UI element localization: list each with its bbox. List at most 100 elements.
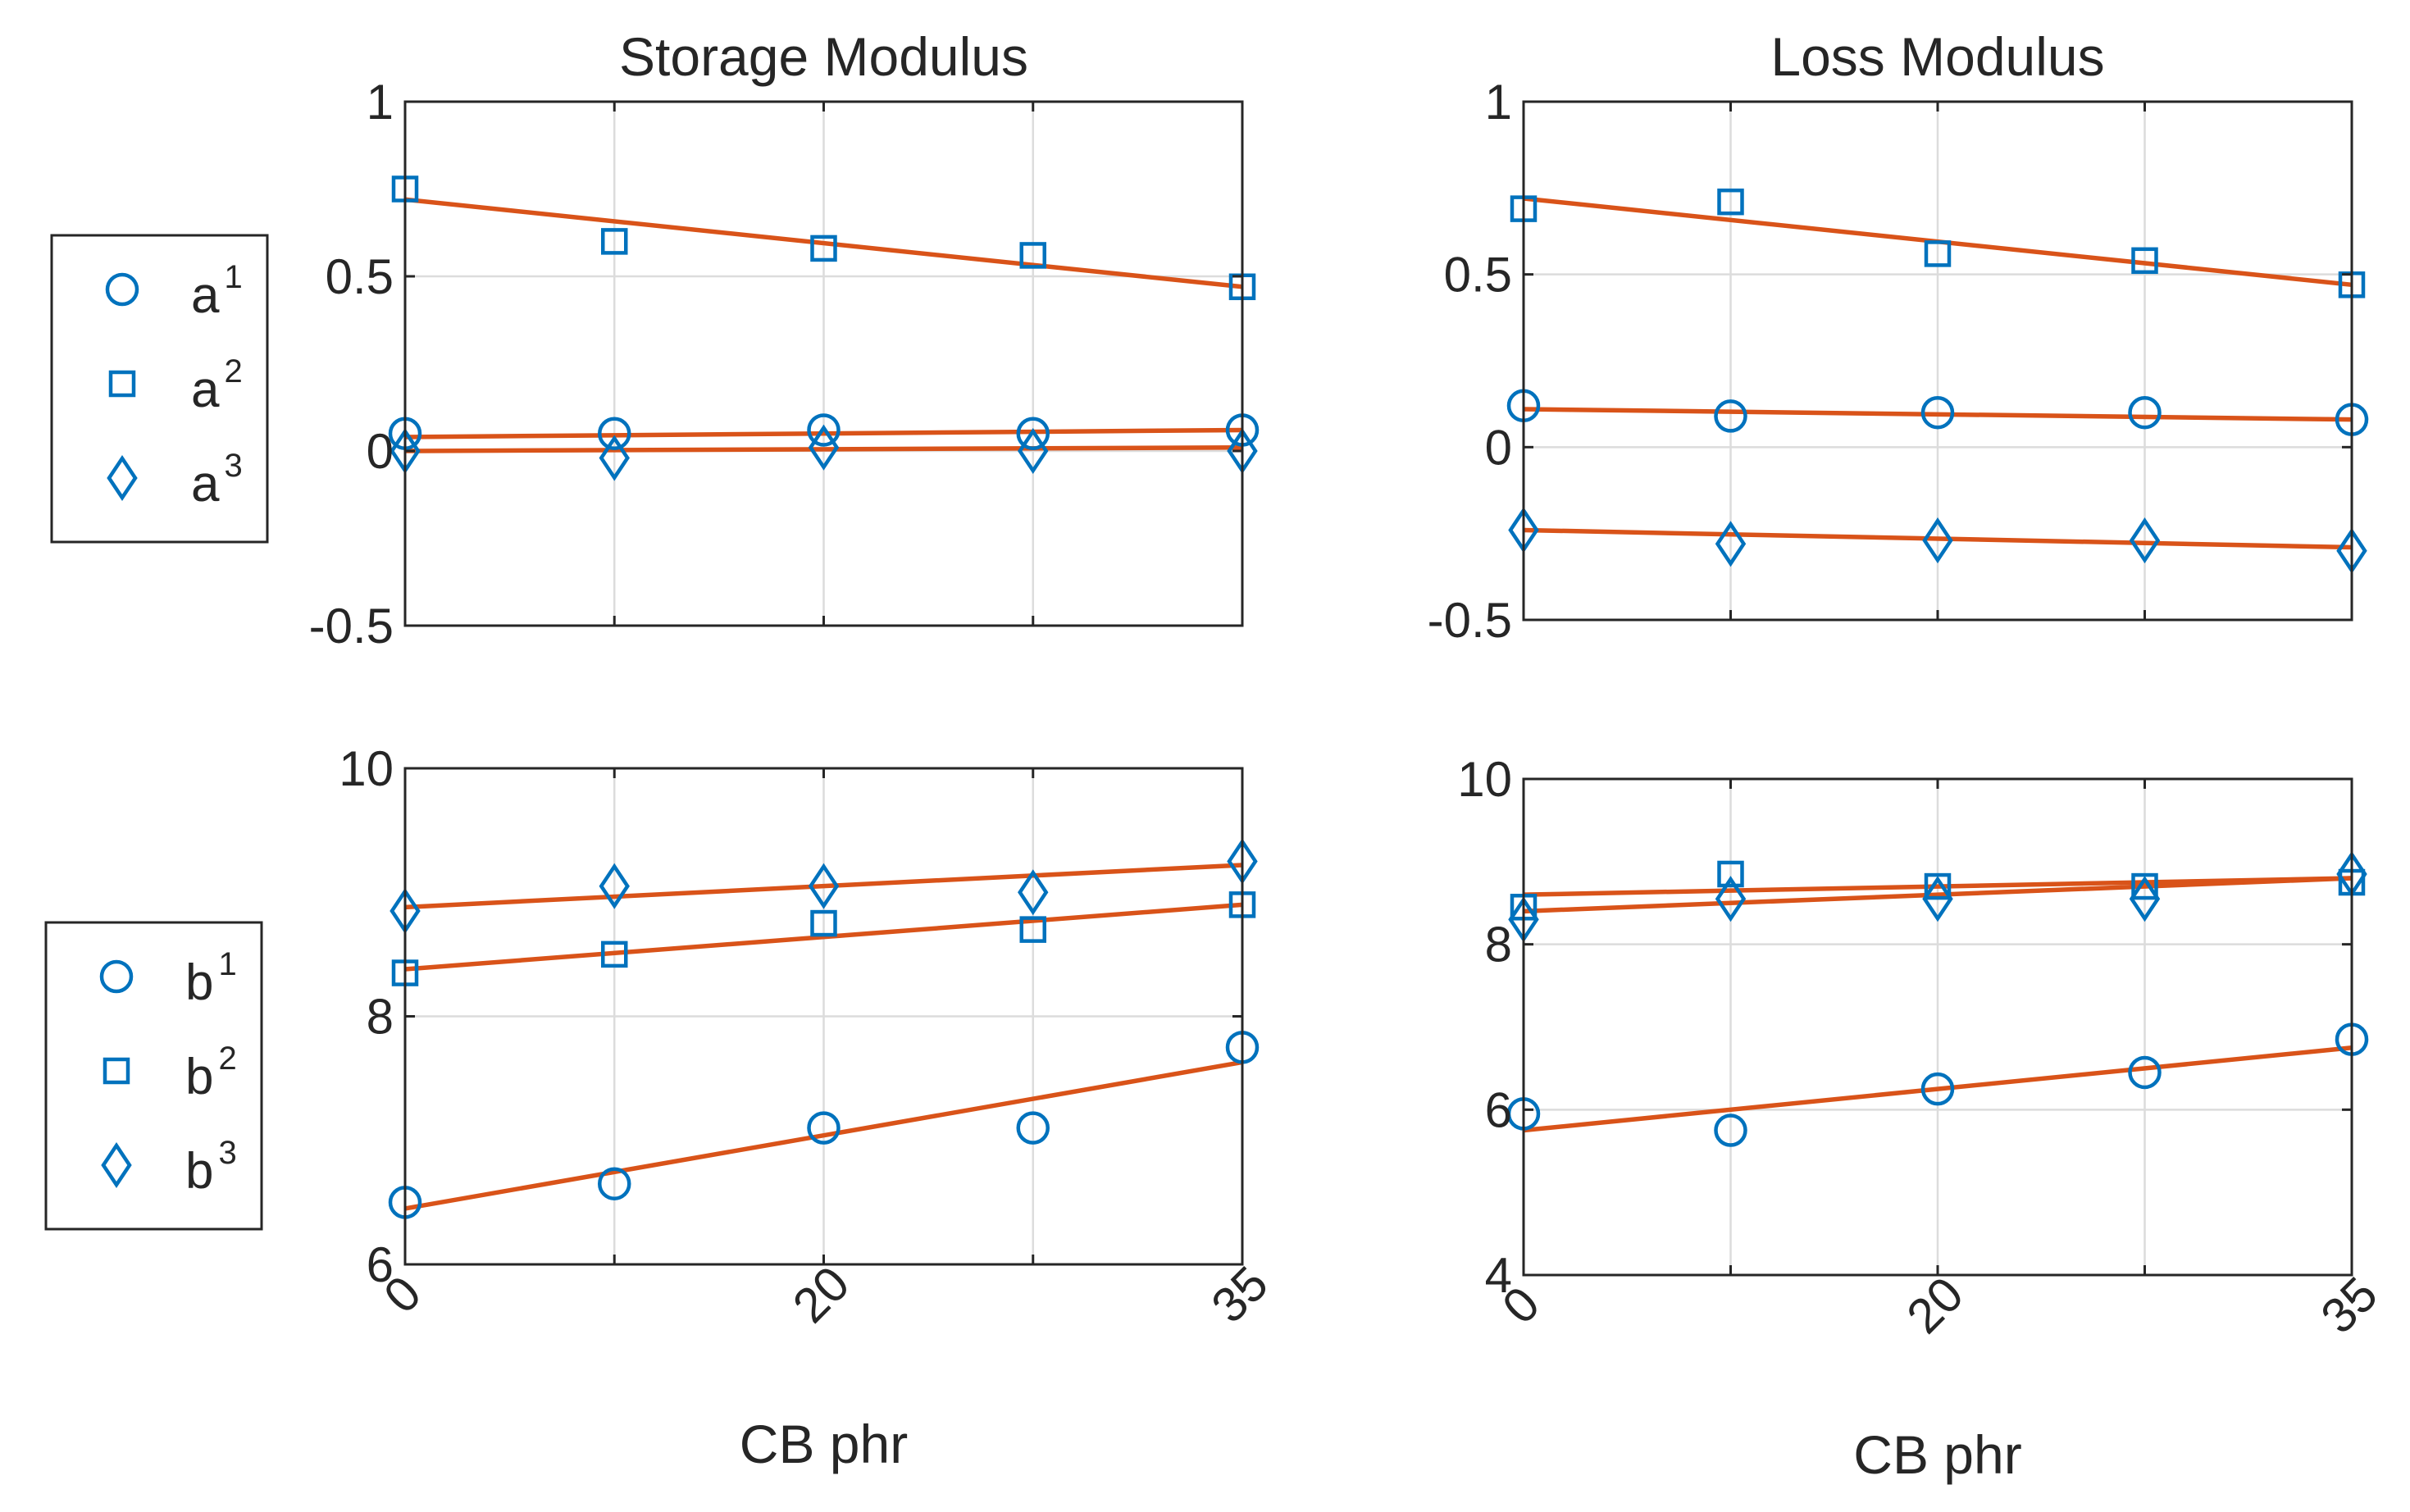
- legend-label-base: a: [191, 362, 220, 418]
- y-tick-label: 4: [1485, 1248, 1512, 1303]
- fit-line-a3: [1523, 527, 2353, 550]
- fit-line-b2: [404, 902, 1243, 972]
- x-tick-label: 20: [782, 1255, 860, 1333]
- point-a2: [810, 235, 837, 262]
- legend-label-sup: 3: [224, 448, 242, 484]
- y-tick-label: 6: [367, 1237, 394, 1292]
- point-b2: [1717, 860, 1744, 888]
- point-b3: [1018, 869, 1049, 916]
- point-a1: [598, 417, 631, 450]
- point-a1: [807, 413, 841, 447]
- point-b3: [1715, 876, 1747, 922]
- point-a2: [2131, 247, 2158, 275]
- legend-label-base: b: [185, 1049, 213, 1105]
- x-tick-label: 35: [1200, 1255, 1278, 1333]
- y-tick-label: 0: [367, 424, 394, 479]
- point-b1: [2128, 1055, 2162, 1090]
- point-b1: [1016, 1111, 1050, 1145]
- point-b2: [1924, 872, 1952, 900]
- chart-title: Storage Modulus: [619, 26, 1028, 87]
- legend-marker-a2: [108, 370, 136, 398]
- point-a3: [1018, 427, 1049, 475]
- legend-label-base: b: [185, 954, 213, 1011]
- y-tick-label: 8: [367, 990, 394, 1045]
- fit-line-b1: [1523, 1045, 2353, 1133]
- y-tick-label: 10: [339, 741, 394, 796]
- x-tick-label: 35: [2310, 1266, 2388, 1344]
- legend-box: [44, 921, 263, 1231]
- y-tick-label: 0: [1485, 420, 1512, 475]
- legend-marker-a3: [107, 454, 138, 502]
- y-tick-label: 1: [1485, 75, 1512, 130]
- point-a2: [1717, 188, 1744, 216]
- point-a1: [1714, 399, 1747, 433]
- point-b2: [2131, 872, 2158, 900]
- point-b1: [1920, 1072, 1955, 1106]
- y-tick-label: -0.5: [309, 599, 394, 654]
- point-a3: [2129, 517, 2161, 564]
- point-b3: [808, 863, 840, 909]
- legend-box: [50, 234, 269, 544]
- point-a1: [1016, 417, 1050, 450]
- point-a3: [808, 424, 840, 471]
- legend-label-sup: 3: [218, 1135, 236, 1171]
- point-b2: [1019, 916, 1046, 943]
- fit-line-a1: [404, 427, 1243, 439]
- legend-marker-b1: [99, 959, 134, 994]
- y-tick-label: 0.5: [326, 249, 394, 304]
- point-a1: [1920, 395, 1955, 430]
- x-axis-label: CB phr: [740, 1414, 908, 1474]
- fit-line-b3: [1523, 876, 2353, 914]
- y-tick-label: 8: [1485, 918, 1512, 972]
- legend-label-base: a: [191, 456, 220, 512]
- legend-marker-b2: [103, 1057, 130, 1085]
- legend-label-sup: 1: [224, 259, 242, 295]
- y-tick-label: 10: [1457, 752, 1512, 807]
- point-b3: [1922, 876, 1953, 922]
- point-b1: [807, 1111, 841, 1145]
- fit-line-a2: [404, 197, 1243, 289]
- x-axis-label: CB phr: [1853, 1424, 2021, 1485]
- legend-label-sup: 2: [218, 1041, 236, 1077]
- fit-line-a3: [404, 444, 1243, 453]
- point-b2: [810, 909, 837, 937]
- y-tick-label: 1: [367, 75, 394, 130]
- panel-top-left: 1 0.5 0 -0.5 Storage Modulus: [309, 26, 1260, 654]
- legend-label-base: a: [191, 267, 220, 324]
- fit-line-b1: [404, 1059, 1243, 1211]
- point-a2: [1924, 240, 1952, 267]
- point-a2: [601, 228, 628, 255]
- point-b3: [599, 863, 630, 909]
- fit-line-b2: [1523, 876, 2353, 897]
- point-b3: [2129, 876, 2161, 922]
- point-a3: [1715, 521, 1747, 567]
- legend-label-sup: 2: [224, 353, 242, 389]
- panel-top-right: 1 0.5 0 -0.5 Loss Modulus: [1428, 26, 2369, 648]
- point-b2: [601, 940, 628, 968]
- legend-label-base: b: [185, 1143, 213, 1200]
- fit-line-a1: [1523, 407, 2353, 422]
- y-tick-label: 0.5: [1444, 248, 1512, 303]
- legend-marker-b3: [101, 1141, 132, 1189]
- legend-marker-a1: [105, 272, 139, 307]
- point-a3: [1922, 517, 1953, 564]
- point-a2: [1019, 242, 1046, 269]
- chart-title: Loss Modulus: [1770, 26, 2104, 87]
- legend-b: b 1b 2b 3: [44, 921, 263, 1231]
- x-tick-label: 20: [1896, 1266, 1974, 1344]
- fit-line-b3: [404, 863, 1243, 910]
- y-tick-label: -0.5: [1428, 593, 1512, 648]
- point-a3: [599, 435, 630, 481]
- y-tick-label: 6: [1485, 1082, 1512, 1137]
- legend-label-sup: 1: [218, 946, 236, 982]
- point-b1: [1714, 1114, 1747, 1147]
